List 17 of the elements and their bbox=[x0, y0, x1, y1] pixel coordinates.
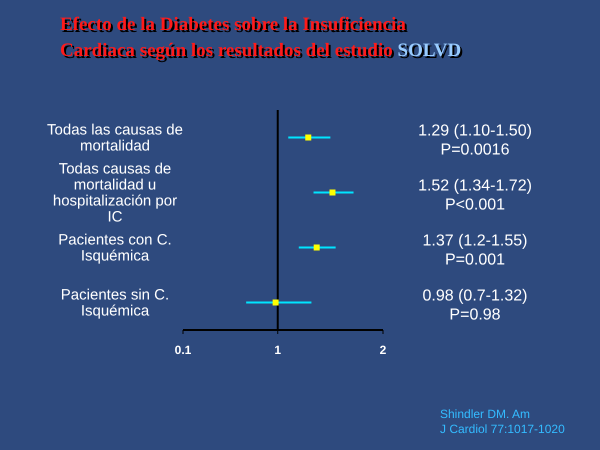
point bbox=[305, 134, 312, 140]
point bbox=[272, 300, 279, 306]
x-tick-label: 1 bbox=[274, 343, 282, 357]
y-tick-label: Todas las causas de mortalidad bbox=[47, 122, 183, 154]
y-tick-label: Pacientes sin C. Isquémica bbox=[60, 286, 170, 320]
point bbox=[314, 244, 320, 250]
data-label: 0.98 (0.7-1.32) P=0.98 bbox=[422, 288, 528, 324]
data-label: 1.37 (1.2-1.55) P=0.001 bbox=[422, 232, 528, 268]
data-label: 1.52 (1.34-1.72) P<0.001 bbox=[418, 178, 532, 214]
point bbox=[329, 190, 336, 196]
x-tick-label: 0.1 bbox=[174, 343, 192, 357]
chart-title: Efecto de la Diabetes sobre la Insuficiencia Cardiaca según los resultados del estudio SOLVD bbox=[60, 14, 462, 61]
y-tick-label: Todas causas de mortalidad u hospitalización por IC bbox=[52, 160, 178, 226]
y-tick-label: Pacientes con C. Isquémica bbox=[58, 232, 172, 264]
text: Shindler DM. Am J Cardiol 77:1017-1020 bbox=[440, 407, 566, 436]
x-tick-label: 2 bbox=[380, 343, 387, 357]
data-label: 1.29 (1.10-1.50) P=0.0016 bbox=[418, 122, 532, 158]
